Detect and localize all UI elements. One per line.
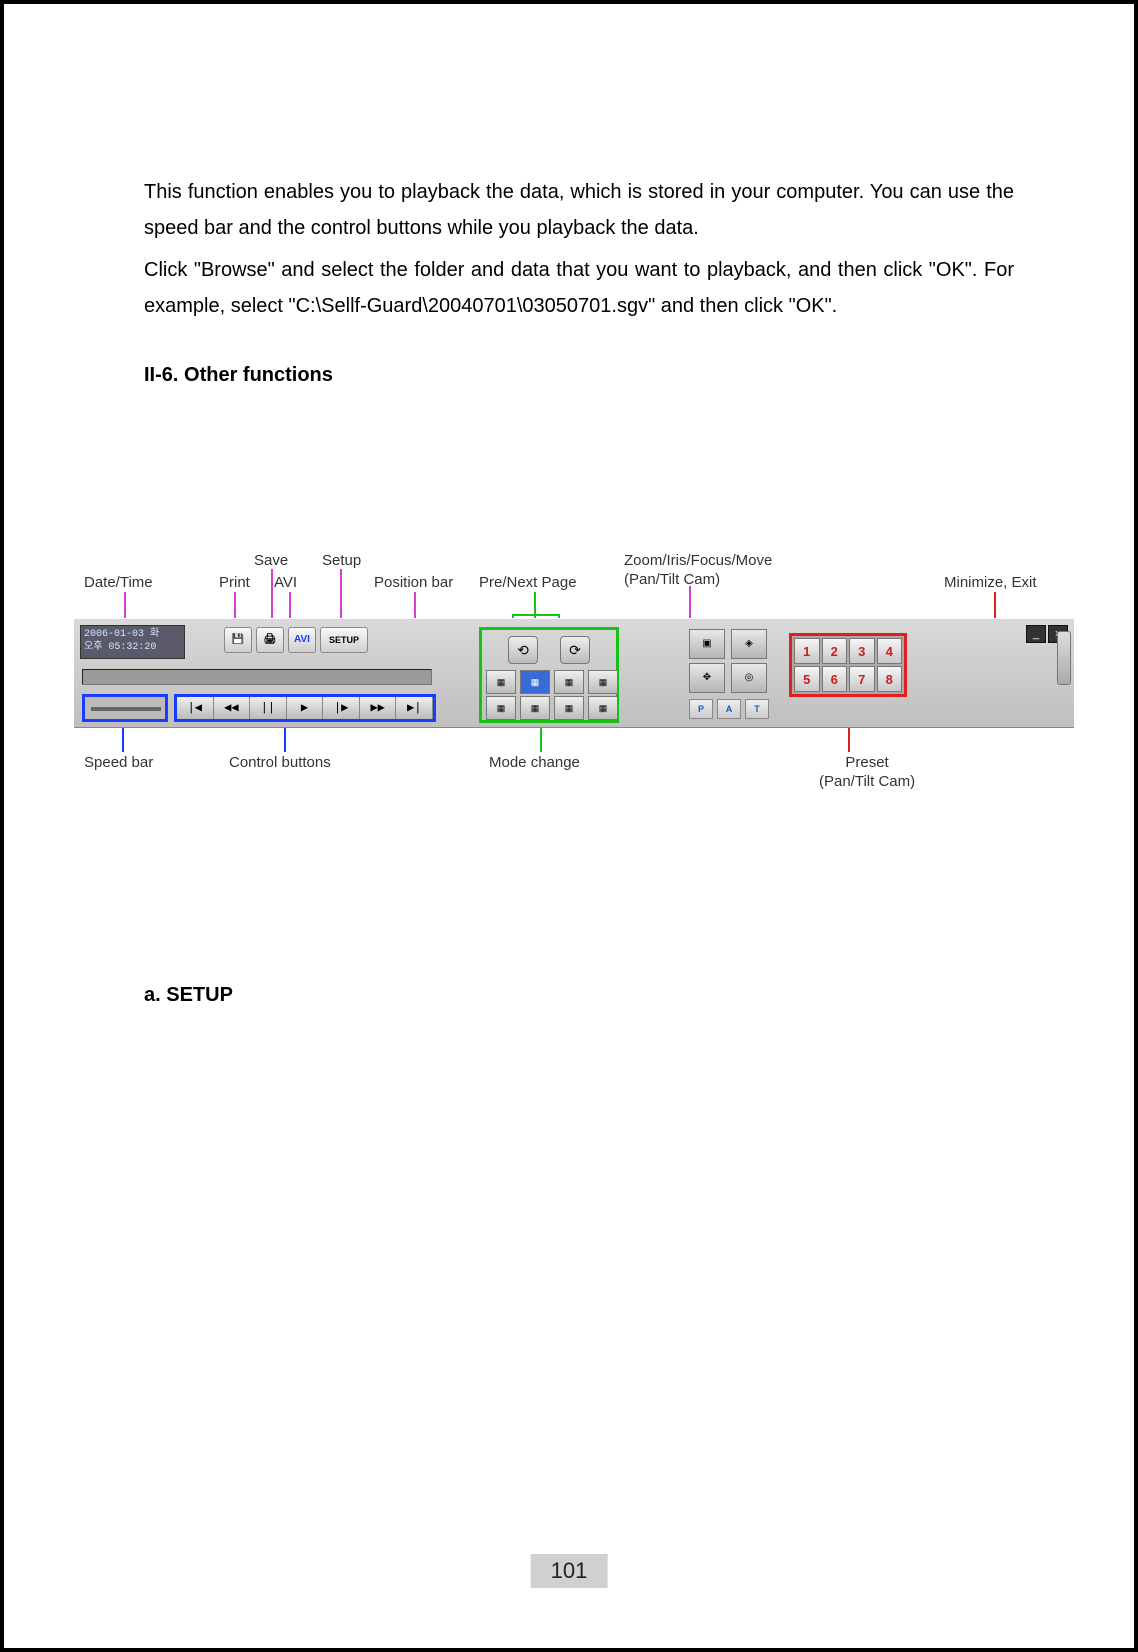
ptz-zoom-button[interactable]: ▣: [689, 629, 725, 659]
ptz-a-label[interactable]: A: [717, 699, 741, 719]
preset-4[interactable]: 4: [877, 638, 903, 664]
label-speed: Speed bar: [84, 754, 153, 773]
paragraph-1: This function enables you to playback th…: [144, 174, 1014, 246]
mode-grid-5[interactable]: ▦: [486, 696, 516, 720]
last-button[interactable]: ▶|: [396, 697, 433, 719]
ptz-iris-button[interactable]: ◈: [731, 629, 767, 659]
position-bar[interactable]: [82, 669, 432, 685]
step-button[interactable]: |▶: [323, 697, 360, 719]
datetime-line2: 오후 05:32:20: [84, 641, 181, 654]
label-setup: Setup: [322, 552, 361, 571]
mode-grid-7[interactable]: ▦: [554, 696, 584, 720]
datetime-line1: 2006-01-03 화: [84, 628, 181, 641]
playback-toolbar: 2006-01-03 화 오후 05:32:20 💾 🖨 AVI SETUP |…: [74, 618, 1074, 728]
label-position: Position bar: [374, 574, 453, 593]
preset-5[interactable]: 5: [794, 666, 820, 692]
preset-3[interactable]: 3: [849, 638, 875, 664]
section-heading: II-6. Other functions: [144, 364, 1014, 387]
setup-button[interactable]: SETUP: [320, 627, 368, 653]
label-prenext: Pre/Next Page: [479, 574, 577, 593]
next-page-button[interactable]: ⟳: [560, 636, 590, 664]
ptz-move-button[interactable]: ◎: [731, 663, 767, 693]
callout: [284, 724, 286, 752]
ptz-focus-button[interactable]: ✥: [689, 663, 725, 693]
play-button[interactable]: ▶: [287, 697, 324, 719]
mode-grid-6[interactable]: ▦: [520, 696, 550, 720]
label-control: Control buttons: [229, 754, 331, 773]
prev-page-button[interactable]: ⟲: [508, 636, 538, 664]
mode-grid-1[interactable]: ▦: [486, 670, 516, 694]
preset-1[interactable]: 1: [794, 638, 820, 664]
save-button[interactable]: 💾: [224, 627, 252, 653]
print-button[interactable]: 🖨: [256, 627, 284, 653]
mode-grid-3[interactable]: ▦: [554, 670, 584, 694]
datetime-display: 2006-01-03 화 오후 05:32:20: [80, 625, 185, 659]
control-buttons-group: |◀ ◀◀ || ▶ |▶ ▶▶ ▶|: [174, 694, 436, 722]
preset-2[interactable]: 2: [822, 638, 848, 664]
label-preset: Preset (Pan/Tilt Cam): [819, 754, 915, 792]
mode-nav-group: ⟲ ⟳ ▦ ▦ ▦ ▦ ▦ ▦ ▦ ▦: [479, 627, 619, 723]
avi-button[interactable]: AVI: [288, 627, 316, 653]
pause-button[interactable]: ||: [250, 697, 287, 719]
label-print: Print: [219, 574, 250, 593]
preset-group: 1 2 3 4 5 6 7 8: [789, 633, 907, 697]
speed-bar[interactable]: [82, 694, 168, 722]
preset-8[interactable]: 8: [877, 666, 903, 692]
mode-grid-4[interactable]: ▦: [588, 670, 618, 694]
ptz-t-label[interactable]: T: [745, 699, 769, 719]
callout: [540, 724, 542, 752]
first-button[interactable]: |◀: [177, 697, 214, 719]
ptz-group: ▣ ◈ ✥ ◎ P A T: [689, 629, 773, 723]
ffwd-button[interactable]: ▶▶: [360, 697, 397, 719]
minimize-button[interactable]: _: [1026, 625, 1046, 643]
label-minexit: Minimize, Exit: [944, 574, 1037, 593]
label-datetime: Date/Time: [84, 574, 153, 593]
callout: [122, 724, 124, 752]
label-avi: AVI: [274, 574, 297, 593]
ptz-p-label[interactable]: P: [689, 699, 713, 719]
preset-7[interactable]: 7: [849, 666, 875, 692]
paragraph-2: Click "Browse" and select the folder and…: [144, 252, 1014, 324]
toolbar-diagram: Date/Time Save Print AVI Setup Position …: [74, 534, 1074, 824]
page-number: 101: [531, 1554, 608, 1588]
mode-grid-8[interactable]: ▦: [588, 696, 618, 720]
preset-6[interactable]: 6: [822, 666, 848, 692]
mode-grid-2[interactable]: ▦: [520, 670, 550, 694]
subsection-heading: a. SETUP: [144, 984, 233, 1007]
label-mode: Mode change: [489, 754, 580, 773]
rewind-button[interactable]: ◀◀: [214, 697, 251, 719]
scrollbar-thumb[interactable]: [1057, 631, 1071, 685]
label-zoom: Zoom/Iris/Focus/Move (Pan/Tilt Cam): [624, 552, 772, 590]
label-save: Save: [254, 552, 288, 571]
